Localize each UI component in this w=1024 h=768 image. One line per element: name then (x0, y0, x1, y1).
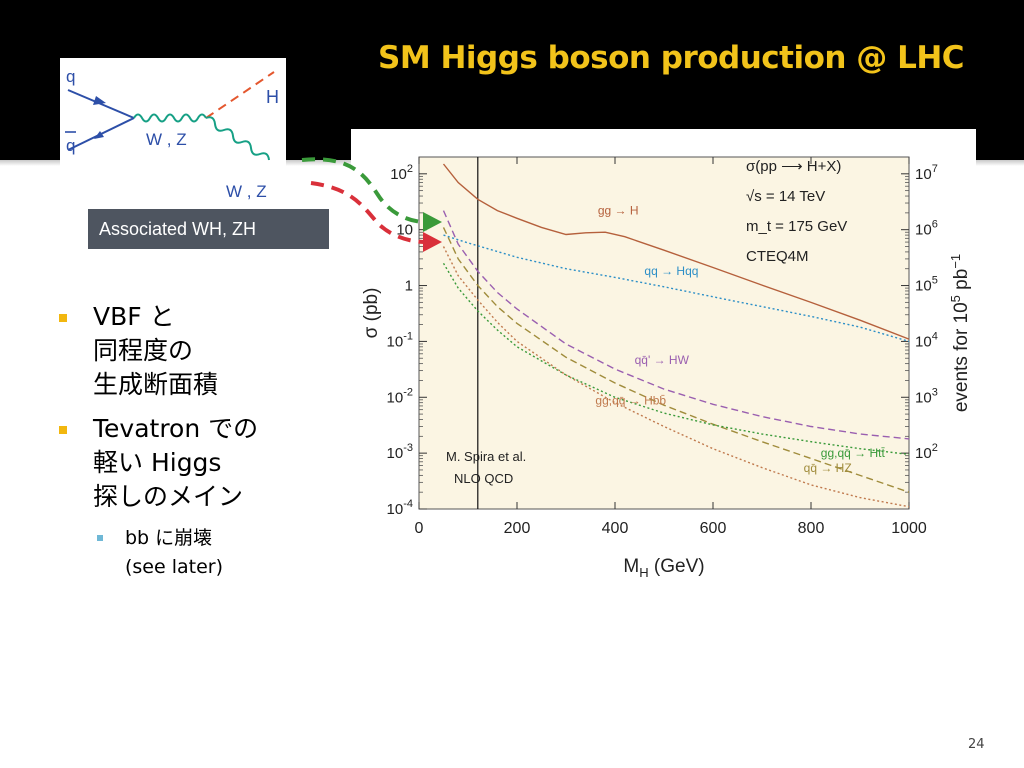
slide-title: SM Higgs boson production @ LHC (378, 40, 965, 76)
x-tick-label: 0 (415, 520, 424, 537)
boson-line-mid (133, 113, 207, 123)
boson-line-out (205, 116, 270, 161)
series-label: gg,qq̄ → Hbb̄ (595, 394, 666, 408)
bullet-list: VBF と 同程度の 生成断面積 Tevatron での 軽い Higgs 探し… (57, 300, 347, 582)
feynman-label-wz-out: W , Z (226, 182, 267, 201)
series-line-1 (443, 234, 910, 343)
sub-bullet-line: (see later) (125, 556, 224, 578)
feynman-label-wz-mid: W , Z (146, 130, 187, 149)
series-label: gg → H (598, 203, 639, 217)
caption-box: Associated WH, ZH (88, 209, 329, 249)
y2-tick-label: 104 (915, 330, 938, 350)
cross-section-chart: 0 200 400 600 800 1000 102 10 1 10-1 10-2 10-3 10-4 1… (351, 129, 976, 595)
series-line-0 (442, 163, 910, 340)
chart-svg: 0 200 400 600 800 1000 102 10 1 10-1 10-2 10-3 10-4 1… (351, 129, 976, 595)
bullet-marker-icon (59, 314, 67, 322)
bullet-line: 生成断面積 (93, 370, 219, 399)
y-tick-label: 1 (405, 278, 413, 295)
y2-tick-label: 105 (915, 275, 938, 295)
y-tick-label: 10 (396, 222, 413, 239)
y-tick-label: 10-2 (387, 386, 413, 406)
chart-annotation: CTEQ4M (746, 248, 809, 265)
bullet-item-vbf: VBF と 同程度の 生成断面積 (57, 300, 347, 402)
series-line-4 (442, 262, 910, 456)
x-tick-label: 600 (700, 520, 727, 537)
y2-tick-label: 106 (915, 219, 938, 239)
series-line-5 (442, 246, 910, 508)
bullet-line: Tevatron での (93, 414, 259, 443)
chart-annotation: m_t = 175 GeV (746, 218, 847, 235)
y2-tick-label: 102 (915, 442, 938, 462)
y-tick-label: 10-4 (387, 498, 413, 518)
feynman-label-qbar: q (66, 136, 75, 155)
y2-axis-label: events for 105 pb−1 (948, 254, 972, 412)
y-axis-label: σ (pb) (361, 288, 382, 339)
series-label: qq → Hqq (644, 264, 698, 278)
series-label: gg,qq̄ → Htt̄ (821, 446, 886, 460)
higgs-line (205, 71, 275, 119)
quark-arrow-icon (93, 96, 106, 139)
series-line-2 (442, 210, 910, 440)
feynman-label-q: q (66, 67, 75, 86)
sub-bullet-marker-icon (97, 535, 103, 541)
bullet-line: 軽い Higgs (93, 448, 222, 477)
feynman-diagram: q q W , Z H W , Z (60, 58, 286, 203)
bullet-line: 同程度の (93, 336, 194, 365)
bullet-line: 探しのメイン (93, 482, 244, 511)
bullet-item-tevatron: Tevatron での 軽い Higgs 探しのメイン (57, 412, 347, 514)
x-tick-label: 1000 (891, 520, 927, 537)
series-line-3 (442, 227, 910, 493)
series-label: qq̄ → HZ (804, 461, 852, 475)
x-tick-label: 200 (504, 520, 531, 537)
y2-tick-label: 107 (915, 163, 938, 183)
feynman-label-h: H (266, 87, 279, 107)
x-tick-label: 400 (602, 520, 629, 537)
bullet-marker-icon (59, 426, 67, 434)
series-label: qq̄' → HW (635, 353, 690, 367)
sub-bullet-line: bb に崩壊 (125, 527, 213, 549)
chart-annotation: NLO QCD (454, 471, 513, 486)
page-number: 24 (968, 737, 985, 752)
y2-tick-label: 103 (915, 386, 938, 406)
y-tick-label: 10-1 (387, 330, 413, 350)
chart-annotation: √s = 14 TeV (746, 188, 825, 205)
bullet-line: VBF と (93, 302, 175, 331)
chart-annotation: M. Spira et al. (446, 449, 526, 464)
chart-annotation: σ(pp ⟶ H+X) (746, 158, 841, 175)
sub-bullet-item: bb に崩壊 (see later) (57, 524, 347, 582)
quark-line-in (67, 89, 135, 151)
y-tick-label: 10-3 (387, 442, 413, 462)
x-axis-label: MH (GeV) (623, 556, 704, 580)
x-tick-label: 800 (798, 520, 825, 537)
